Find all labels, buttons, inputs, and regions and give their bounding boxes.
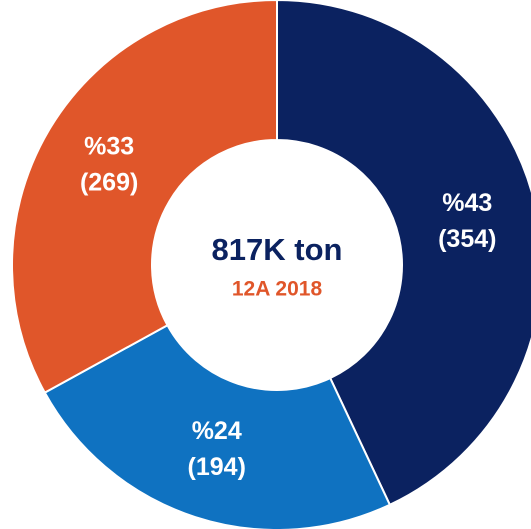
center-title: 817K ton <box>212 232 343 267</box>
count-label: (354) <box>438 225 496 253</box>
center-subtitle: 12A 2018 <box>232 278 323 301</box>
count-label: (194) <box>188 453 246 481</box>
donut-segment <box>43 323 392 529</box>
donut-segment <box>276 0 531 507</box>
count-label: (269) <box>80 168 138 196</box>
donut-segment <box>11 0 278 395</box>
value-label: %24 <box>192 417 242 445</box>
value-label: %43 <box>442 189 492 217</box>
value-label: %33 <box>84 132 134 160</box>
